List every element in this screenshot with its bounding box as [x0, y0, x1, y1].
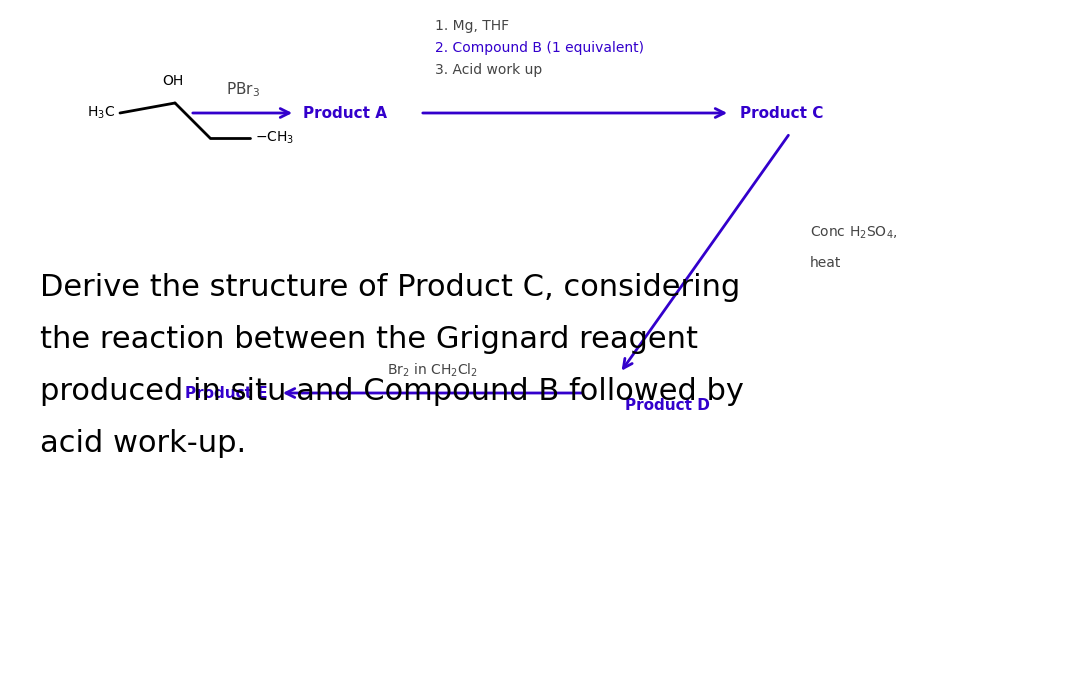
Text: Product C: Product C	[740, 105, 823, 120]
Text: Product E: Product E	[186, 385, 268, 400]
Text: Product A: Product A	[303, 105, 387, 120]
Text: PBr$_3$: PBr$_3$	[226, 81, 259, 99]
Text: 2. Compound B (1 equivalent): 2. Compound B (1 equivalent)	[435, 41, 644, 55]
Text: 3. Acid work up: 3. Acid work up	[435, 63, 542, 77]
Text: Product D: Product D	[625, 398, 710, 413]
Text: H$_3$C: H$_3$C	[86, 104, 114, 121]
Text: acid work-up.: acid work-up.	[40, 429, 246, 458]
Text: the reaction between the Grignard reagent: the reaction between the Grignard reagen…	[40, 325, 698, 354]
Text: Derive the structure of Product C, considering: Derive the structure of Product C, consi…	[40, 273, 740, 302]
Text: Br$_2$ in CH$_2$Cl$_2$: Br$_2$ in CH$_2$Cl$_2$	[387, 361, 478, 379]
Text: heat: heat	[810, 256, 841, 270]
Text: produced in situ and Compound B followed by: produced in situ and Compound B followed…	[40, 377, 744, 406]
Text: OH: OH	[162, 74, 184, 88]
Text: 1. Mg, THF: 1. Mg, THF	[435, 19, 509, 33]
Text: $-$CH$_3$: $-$CH$_3$	[255, 130, 294, 146]
Text: Conc H$_2$SO$_4$,: Conc H$_2$SO$_4$,	[810, 225, 897, 241]
